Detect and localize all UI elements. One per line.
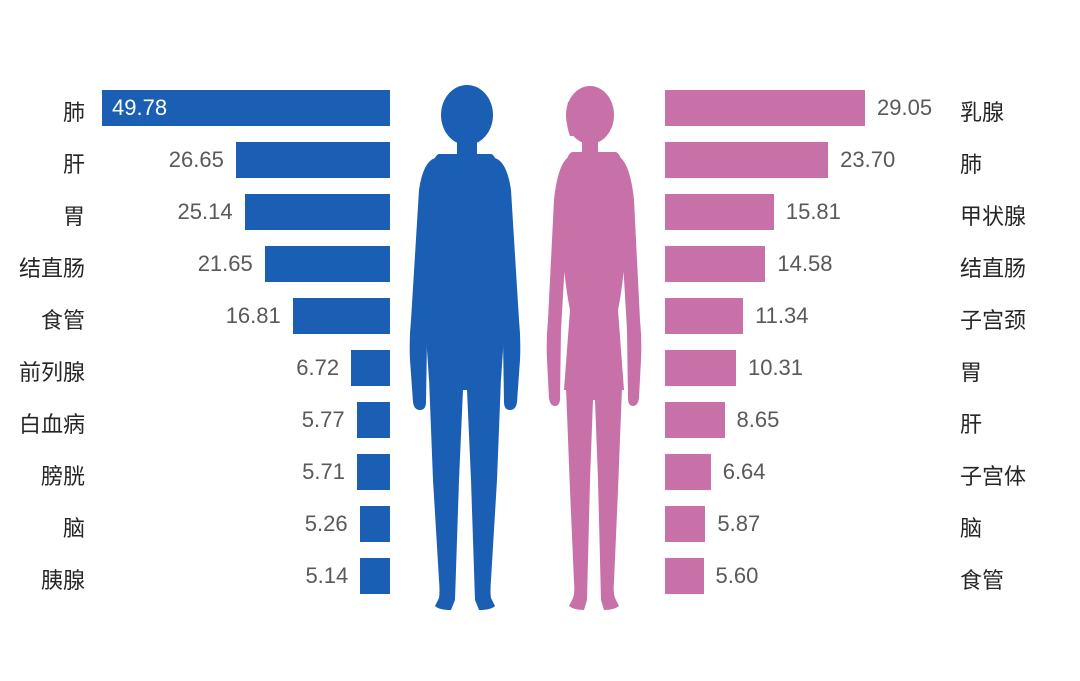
male-bar [293, 298, 390, 334]
male-bar-value: 16.81 [226, 303, 281, 329]
male-bar-label: 白血病 [19, 407, 85, 439]
male-bar-label: 前列腺 [19, 355, 85, 387]
female-bar-value: 5.60 [716, 563, 759, 589]
male-bar-value: 25.14 [178, 199, 233, 225]
male-bar-value: 5.26 [305, 511, 348, 537]
male-figure-icon [405, 80, 525, 610]
female-bar-label: 胃 [960, 355, 982, 387]
female-bar-value: 11.34 [755, 303, 808, 329]
female-bar-value: 6.64 [723, 459, 766, 485]
female-bar [665, 402, 725, 438]
female-bar-label: 肺 [960, 147, 982, 179]
male-bar-value: 6.72 [296, 355, 339, 381]
male-bar [357, 454, 390, 490]
male-bar [245, 194, 390, 230]
male-bar-value: 21.65 [198, 251, 253, 277]
male-bar-label: 食管 [41, 303, 85, 335]
male-bar-value: 49.78 [112, 95, 167, 121]
female-bar-value: 8.65 [737, 407, 780, 433]
male-bar [236, 142, 390, 178]
female-bar-label: 子宫颈 [960, 303, 1026, 335]
male-bar-value: 26.65 [169, 147, 224, 173]
female-figure-icon [540, 80, 650, 610]
female-bar [665, 90, 865, 126]
male-bar [357, 402, 390, 438]
female-bar [665, 194, 774, 230]
female-bar-label: 甲状腺 [960, 199, 1026, 231]
female-bar [665, 506, 705, 542]
chart-root: 肺 49.78 肝 26.65 胃 25.14 结直肠 21.65 食管 16.81 前列腺 6.72… [0, 0, 1080, 681]
female-bar-label: 乳腺 [960, 95, 1004, 127]
female-bar-label: 子宫体 [960, 459, 1026, 491]
female-bar-label: 食管 [960, 563, 1004, 595]
female-bar-label: 肝 [960, 407, 982, 439]
male-bar [351, 350, 390, 386]
male-bar-value: 5.71 [302, 459, 345, 485]
male-bar [265, 246, 390, 282]
male-bar [360, 558, 390, 594]
female-bar-value: 23.70 [840, 147, 895, 173]
male-bar [360, 506, 390, 542]
female-bar [665, 454, 711, 490]
male-bar-label: 肝 [63, 147, 85, 179]
female-bar-value: 15.81 [786, 199, 841, 225]
male-bar-label: 胰腺 [41, 563, 85, 595]
female-bar [665, 558, 704, 594]
female-bar-value: 14.58 [777, 251, 832, 277]
female-bar [665, 142, 828, 178]
male-bar-label: 胃 [63, 199, 85, 231]
female-bar-label: 结直肠 [960, 251, 1026, 283]
female-bar-value: 10.31 [748, 355, 803, 381]
female-bar [665, 246, 765, 282]
male-bar-label: 结直肠 [19, 251, 85, 283]
female-bar [665, 350, 736, 386]
male-bar-label: 脑 [63, 511, 85, 543]
female-bar-value: 5.87 [717, 511, 760, 537]
male-bar-label: 肺 [63, 95, 85, 127]
female-bar-label: 脑 [960, 511, 982, 543]
female-bar [665, 298, 743, 334]
male-bar-value: 5.77 [302, 407, 345, 433]
male-bar-value: 5.14 [305, 563, 348, 589]
female-bar-value: 29.05 [877, 95, 932, 121]
male-bar-label: 膀胱 [41, 459, 85, 491]
